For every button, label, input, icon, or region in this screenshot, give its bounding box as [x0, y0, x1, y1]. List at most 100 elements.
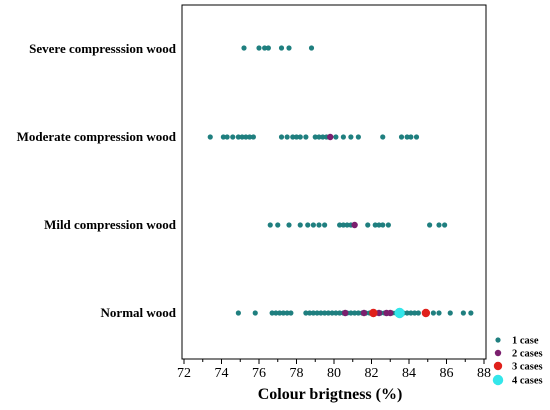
- data-point: [239, 134, 245, 140]
- data-point: [262, 45, 268, 51]
- data-point: [355, 134, 361, 140]
- data-point: [307, 310, 313, 316]
- plot-frame: [181, 4, 487, 360]
- data-point: [220, 134, 226, 140]
- data-point: [327, 133, 334, 141]
- data-point: [286, 45, 292, 51]
- data-point: [348, 310, 354, 316]
- category-label: Mild compression wood: [44, 217, 177, 232]
- data-point: [360, 309, 368, 317]
- x-tick-label: 86: [440, 366, 454, 381]
- data-point: [273, 310, 279, 316]
- data-point: [303, 310, 309, 316]
- data-point: [408, 134, 414, 140]
- data-point: [288, 310, 294, 316]
- data-point: [250, 134, 256, 140]
- x-tick-label: 78: [290, 366, 304, 381]
- data-point: [412, 310, 418, 316]
- data-point: [436, 310, 442, 316]
- data-point: [316, 134, 322, 140]
- data-point: [460, 310, 466, 316]
- data-point: [442, 222, 448, 228]
- data-point: [404, 134, 410, 140]
- data-point: [318, 310, 324, 316]
- data-point: [344, 222, 350, 228]
- data-point: [275, 222, 281, 228]
- data-point: [372, 222, 378, 228]
- data-point: [340, 222, 346, 228]
- data-point: [398, 134, 405, 140]
- data-point: [286, 222, 292, 228]
- data-point: [224, 134, 230, 140]
- data-point: [316, 222, 322, 228]
- data-point: [320, 134, 326, 140]
- data-point: [297, 222, 303, 228]
- data-point: [235, 134, 241, 140]
- legend-marker: [494, 349, 502, 357]
- data-point: [380, 134, 386, 140]
- legend-label: 1 case: [512, 336, 539, 347]
- data-point: [241, 45, 247, 51]
- x-tick-label: 88: [477, 366, 491, 381]
- x-axis: 72 74 76 78 80 82 84 86 88: [177, 359, 491, 381]
- data-point: [277, 310, 283, 316]
- data-point: [278, 45, 285, 51]
- data-point: [303, 134, 309, 140]
- category-label: Moderate compression wood: [17, 129, 177, 144]
- data-point: [329, 310, 335, 316]
- data-point: [340, 134, 346, 140]
- data-point: [369, 308, 378, 318]
- x-tick-label: 76: [252, 366, 266, 381]
- category-labels: Severe compresssion wood Moderate compre…: [17, 41, 177, 320]
- x-tick-label: 74: [215, 366, 229, 381]
- data-point: [310, 222, 316, 228]
- x-tick-label: 80: [327, 366, 341, 381]
- data-point: [394, 307, 405, 319]
- data-point: [376, 222, 382, 228]
- data-point: [404, 310, 410, 316]
- data-point: [421, 308, 431, 318]
- data-point: [387, 309, 394, 317]
- x-axis-title: Colour brigtness (%): [258, 386, 403, 403]
- data-point: [310, 310, 316, 316]
- data-point: [427, 222, 433, 228]
- data-point: [355, 310, 361, 316]
- data-point: [352, 310, 358, 316]
- data-point: [312, 134, 318, 140]
- data-point: [322, 310, 328, 316]
- data-point: [322, 222, 328, 228]
- data-point: [230, 134, 236, 140]
- legend-marker: [493, 361, 503, 371]
- x-tick-label: 84: [402, 366, 416, 381]
- x-tick-label: 82: [365, 366, 379, 381]
- data-point: [269, 310, 275, 316]
- data-point: [468, 310, 474, 316]
- data-point: [308, 45, 315, 51]
- data-point: [337, 310, 343, 316]
- data-point: [243, 134, 249, 140]
- data-point: [252, 310, 258, 316]
- data-points: [207, 45, 474, 319]
- legend-marker: [492, 374, 504, 386]
- data-point: [408, 310, 414, 316]
- data-point: [235, 310, 241, 316]
- data-point: [385, 222, 391, 228]
- data-point: [413, 134, 420, 140]
- data-point: [267, 222, 273, 228]
- data-point: [351, 221, 358, 229]
- data-point: [247, 134, 253, 140]
- data-point: [305, 222, 311, 228]
- data-point: [342, 309, 349, 317]
- data-point: [333, 134, 339, 140]
- legend-label: 3 cases: [512, 362, 543, 373]
- data-point: [348, 134, 354, 140]
- category-label: Normal wood: [101, 305, 177, 320]
- data-point: [375, 309, 383, 317]
- data-point: [280, 310, 286, 316]
- legend-label: 4 cases: [512, 376, 543, 387]
- data-point: [284, 310, 290, 316]
- data-point: [325, 310, 331, 316]
- legend-marker: [495, 337, 501, 343]
- data-point: [297, 134, 303, 140]
